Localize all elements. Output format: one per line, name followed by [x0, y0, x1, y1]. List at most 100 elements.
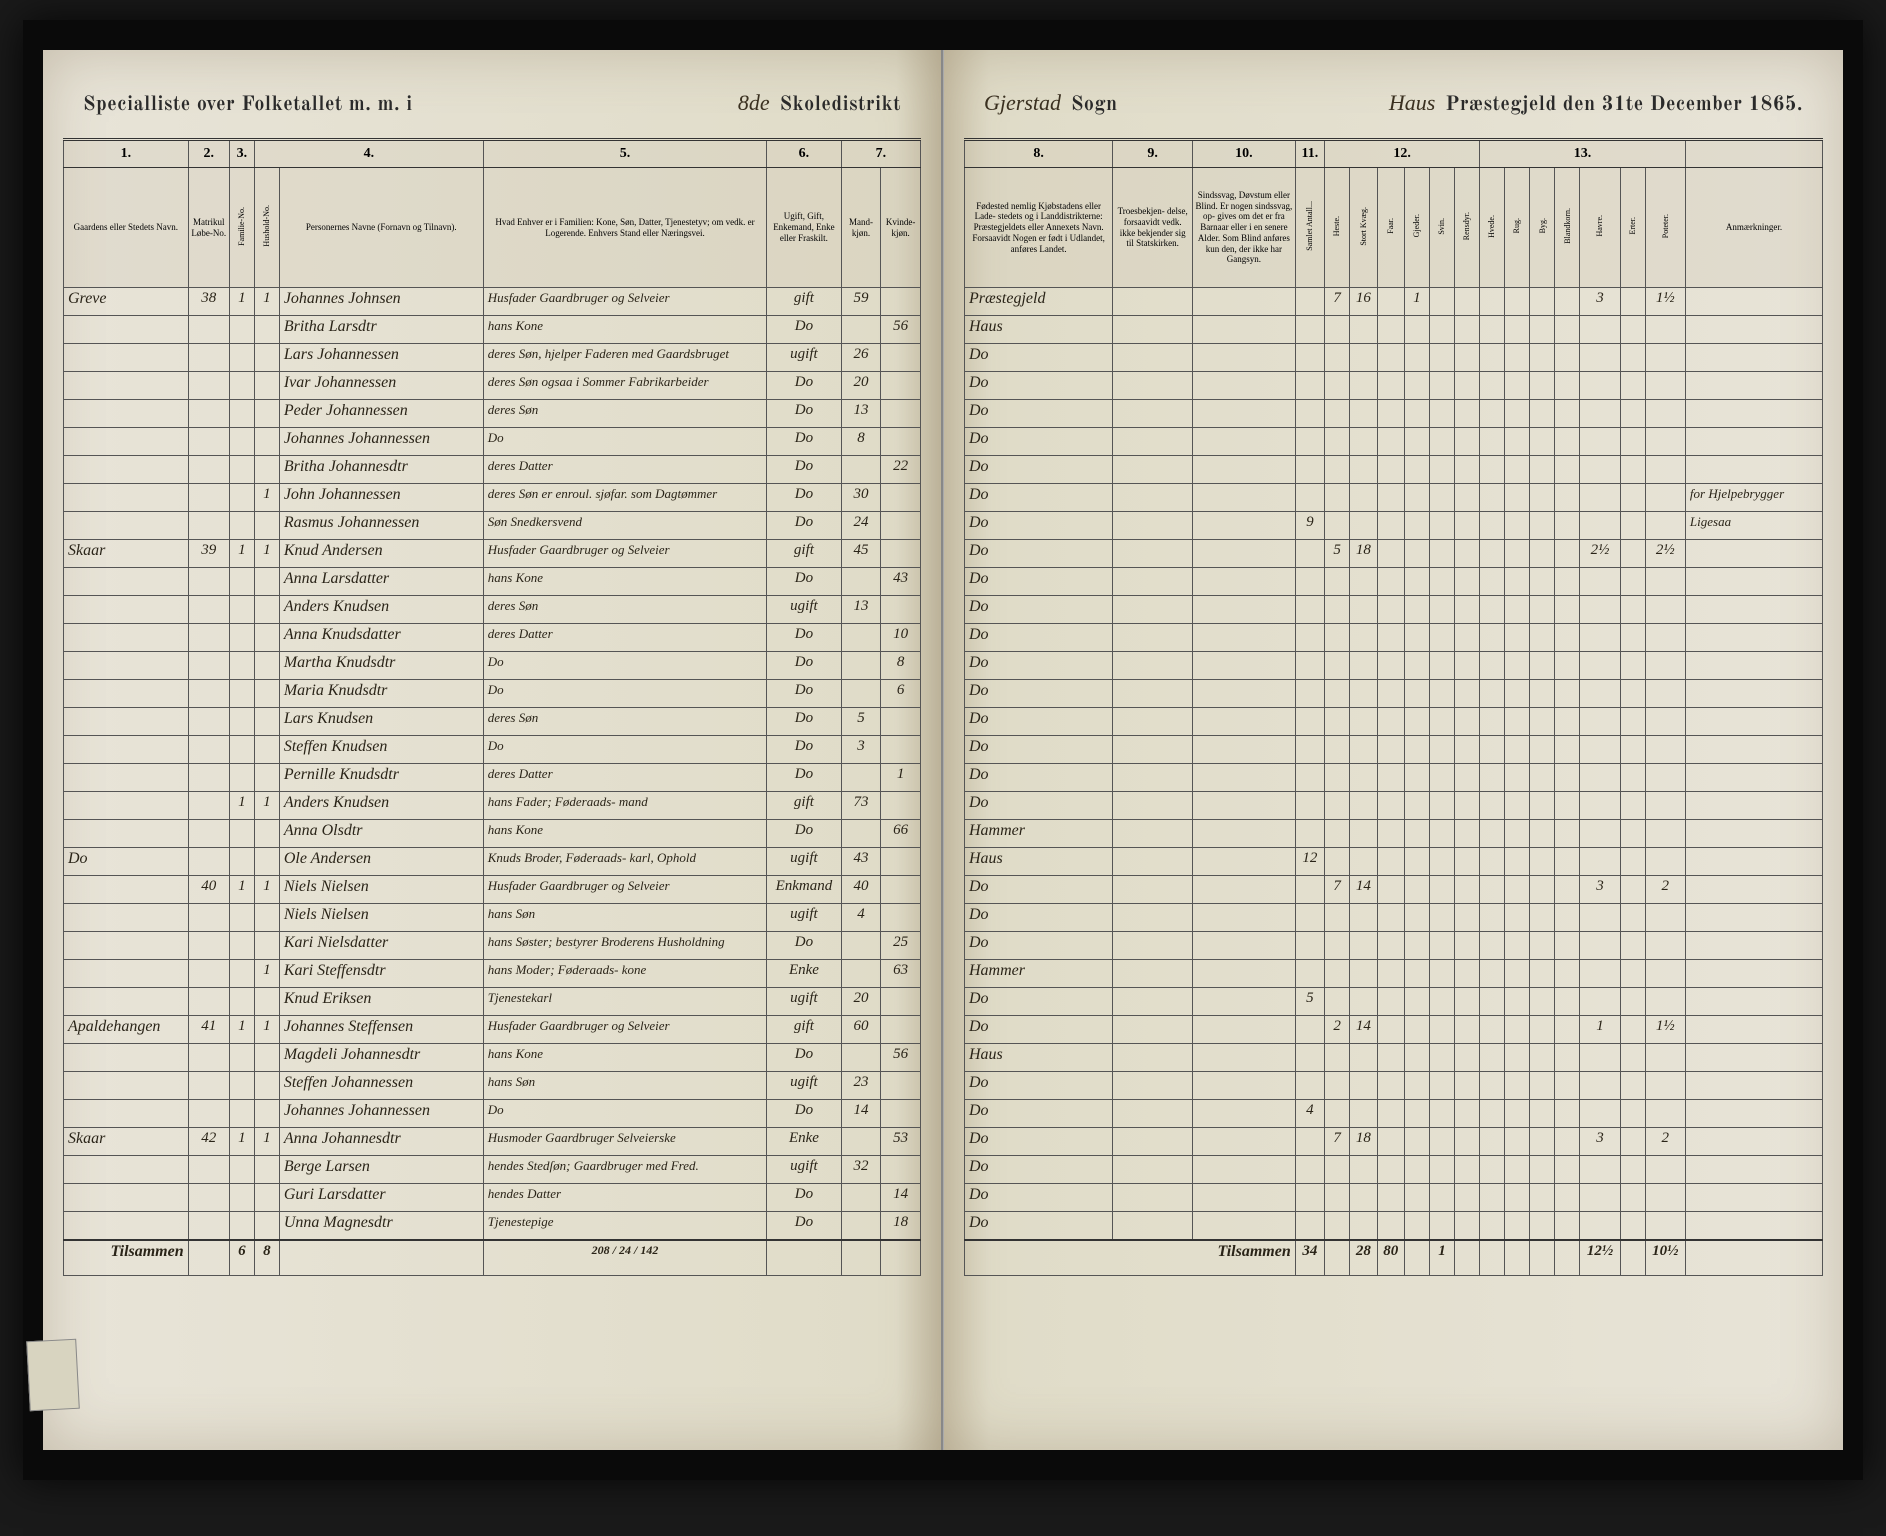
cell-kk [881, 876, 921, 904]
cell-kk [881, 792, 921, 820]
h-stand: Hvad Enhver er i Familien: Kone, Søn, Da… [483, 168, 766, 288]
cell-c13 [1555, 904, 1580, 932]
cell-c12 [1429, 596, 1454, 624]
cell-stand: hendes Datter [483, 1184, 766, 1212]
cell-sind [1193, 1016, 1296, 1044]
cell-stand: hans Kone [483, 568, 766, 596]
cell-navn: Anders Knudsen [279, 596, 483, 624]
cell-c12: 18 [1350, 1128, 1377, 1156]
table-row: Do [965, 568, 1823, 596]
cell-kk [881, 512, 921, 540]
cell-c13 [1580, 484, 1620, 512]
cell-mn [188, 316, 229, 344]
cell-c12 [1350, 736, 1377, 764]
cell-c13 [1530, 456, 1555, 484]
cell-c13 [1620, 1128, 1645, 1156]
cell-c13 [1580, 344, 1620, 372]
cell-11 [1295, 624, 1324, 652]
table-row: Johannes JohannessenDoDo8 [64, 428, 921, 456]
cell-c13 [1530, 1184, 1555, 1212]
cell-c12 [1429, 652, 1454, 680]
cell-mk [841, 960, 881, 988]
cell-tro [1113, 736, 1193, 764]
cell-c13 [1580, 932, 1620, 960]
cell-navn: Maria Knudsdtr [279, 680, 483, 708]
cell-11 [1295, 428, 1324, 456]
cell-c12 [1429, 1100, 1454, 1128]
cell-tro [1113, 456, 1193, 484]
cell-c13 [1530, 820, 1555, 848]
cell-mn [188, 652, 229, 680]
cell-c13 [1620, 288, 1645, 316]
cell-stand: Husfader Gaardbruger og Selveier [483, 288, 766, 316]
cell-mk: 32 [841, 1156, 881, 1184]
cell-c13 [1580, 512, 1620, 540]
cell-11 [1295, 484, 1324, 512]
cell-f [229, 1184, 254, 1212]
table-row: Maria KnudsdtrDoDo6 [64, 680, 921, 708]
cell-tro [1113, 708, 1193, 736]
cell-c13 [1580, 652, 1620, 680]
cell-gaard [64, 652, 189, 680]
cell-kk [881, 428, 921, 456]
cell-fs: Haus [965, 1044, 1113, 1072]
cell-h [254, 400, 279, 428]
cell-navn: Anna Olsdtr [279, 820, 483, 848]
cell-c12 [1350, 652, 1377, 680]
cell-sind [1193, 596, 1296, 624]
cell-mk [841, 1044, 881, 1072]
col-6: 6. [767, 140, 841, 168]
cell-fs: Do [965, 736, 1113, 764]
cell-eg: ugift [767, 988, 841, 1016]
cell-c13 [1620, 1212, 1645, 1240]
cell-c12 [1404, 1100, 1429, 1128]
table-row: Niels Nielsenhans Sønugift4 [64, 904, 921, 932]
cell-sind [1193, 428, 1296, 456]
cell-c13 [1645, 932, 1685, 960]
table-row: Do [965, 372, 1823, 400]
cell-anm [1685, 1128, 1822, 1156]
cell-c12: 5 [1325, 540, 1350, 568]
cell-anm [1685, 652, 1822, 680]
cell-c13 [1580, 960, 1620, 988]
cell-stand: Do [483, 1100, 766, 1128]
cell-eg: Do [767, 512, 841, 540]
cell-c13: 2 [1645, 876, 1685, 904]
cell-c13 [1555, 932, 1580, 960]
cell-fs: Do [965, 652, 1113, 680]
cell-mk: 60 [841, 1016, 881, 1044]
cell-gaard [64, 316, 189, 344]
cell-kk: 25 [881, 932, 921, 960]
cell-c12 [1325, 512, 1350, 540]
cell-gaard [64, 1044, 189, 1072]
cell-eg: gift [767, 1016, 841, 1044]
table-row: Anders Knudsenderes Sønugift13 [64, 596, 921, 624]
cell-c13 [1480, 1044, 1505, 1072]
cell-fs: Do [965, 1100, 1113, 1128]
cell-mk [841, 1128, 881, 1156]
cell-mn [188, 568, 229, 596]
table-row: Apaldehangen4111Johannes SteffensenHusfa… [64, 1016, 921, 1044]
cell-tro [1113, 904, 1193, 932]
cell-c12 [1350, 1184, 1377, 1212]
table-row: Do [965, 932, 1823, 960]
cell-kk [881, 344, 921, 372]
cell-c12 [1404, 652, 1429, 680]
cell-mk [841, 652, 881, 680]
cell-c13: 2½ [1645, 540, 1685, 568]
table-row: Hammer [965, 820, 1823, 848]
table-row: Pernille Knudsdtrderes DatterDo1 [64, 764, 921, 792]
h-poteter: Poteter. [1645, 168, 1685, 288]
cell-c12 [1404, 904, 1429, 932]
cell-mn [188, 1072, 229, 1100]
cell-gaard [64, 904, 189, 932]
cell-c13 [1480, 1128, 1505, 1156]
cell-c12 [1429, 736, 1454, 764]
cell-c12 [1429, 1212, 1454, 1240]
cell-stand: Do [483, 428, 766, 456]
cell-c13 [1580, 792, 1620, 820]
cell-c13 [1505, 1044, 1530, 1072]
cell-f: 1 [229, 1016, 254, 1044]
cell-c13 [1480, 568, 1505, 596]
col-2: 2. [188, 140, 229, 168]
